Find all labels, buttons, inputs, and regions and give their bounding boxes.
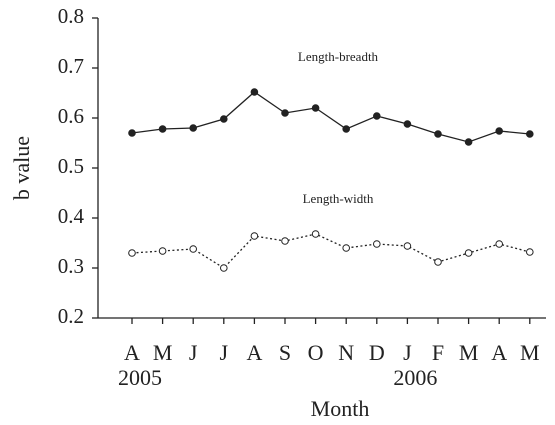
point <box>403 120 412 128</box>
point <box>311 230 320 238</box>
point <box>189 124 197 132</box>
x-tick-label: J <box>189 340 198 365</box>
point <box>464 138 473 146</box>
x-tick-label: J <box>220 340 229 365</box>
x-tick-label: S <box>279 340 291 365</box>
x-tick-label: J <box>403 340 412 365</box>
point <box>158 125 167 133</box>
y-axis-label: b value <box>9 136 34 200</box>
y-tick-label: 0.3 <box>58 254 84 278</box>
series-label: Length-breadth <box>298 49 379 64</box>
point <box>220 264 228 272</box>
year-label: 2006 <box>393 365 437 390</box>
point <box>526 248 534 256</box>
point <box>250 232 259 240</box>
x-axis-label: Month <box>311 396 370 421</box>
series-line <box>131 91 530 143</box>
point <box>495 240 504 248</box>
point <box>281 237 289 245</box>
point <box>281 109 289 117</box>
point <box>434 258 442 266</box>
x-tick-label: F <box>432 340 444 365</box>
year-label: 2005 <box>118 365 162 390</box>
point <box>128 129 136 137</box>
point <box>434 130 442 138</box>
point <box>311 104 320 112</box>
point <box>220 115 228 123</box>
y-tick-label: 0.2 <box>58 304 84 328</box>
x-tick-label: M <box>459 340 479 365</box>
y-tick-label: 0.8 <box>58 4 84 28</box>
point <box>495 127 504 135</box>
point <box>189 245 197 253</box>
series-label: Length-width <box>303 191 374 206</box>
x-tick-label: O <box>308 340 324 365</box>
point <box>342 125 351 133</box>
y-tick-label: 0.5 <box>58 154 84 178</box>
point <box>403 242 412 250</box>
point <box>250 88 259 96</box>
series-line <box>131 233 530 269</box>
point <box>464 249 473 257</box>
x-tick-label: M <box>520 340 540 365</box>
point <box>373 112 381 120</box>
y-tick-label: 0.7 <box>58 54 84 78</box>
x-tick-label: D <box>369 340 385 365</box>
x-tick-label: A <box>491 340 507 365</box>
y-tick-label: 0.4 <box>58 204 85 228</box>
point <box>373 240 381 248</box>
point <box>526 130 534 138</box>
point <box>128 249 136 257</box>
y-tick-label: 0.6 <box>58 104 84 128</box>
point <box>342 244 351 252</box>
point <box>158 247 167 255</box>
x-tick-label: M <box>153 340 173 365</box>
x-tick-label: N <box>338 340 354 365</box>
x-tick-label: A <box>246 340 262 365</box>
x-tick-label: A <box>124 340 140 365</box>
